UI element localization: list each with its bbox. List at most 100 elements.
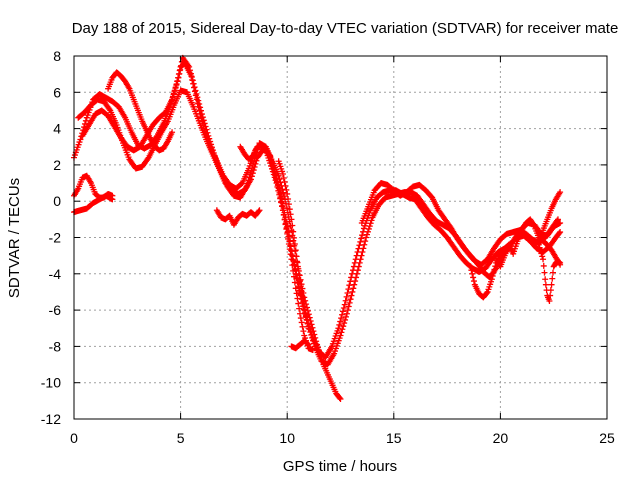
data-point bbox=[468, 267, 475, 274]
data-point bbox=[77, 136, 84, 143]
data-point bbox=[470, 278, 477, 285]
data-point bbox=[169, 129, 176, 136]
data-point bbox=[275, 185, 282, 192]
chart-title: Day 188 of 2015, Sidereal Day-to-day VTE… bbox=[72, 20, 619, 37]
data-point bbox=[293, 253, 300, 260]
data-point bbox=[549, 275, 556, 282]
data-point bbox=[169, 96, 176, 103]
data-point bbox=[541, 269, 548, 276]
data-point bbox=[274, 182, 281, 189]
data-point bbox=[305, 341, 312, 348]
data-point bbox=[343, 310, 350, 317]
data-point bbox=[187, 70, 194, 77]
data-point bbox=[350, 263, 357, 270]
data-point bbox=[291, 234, 298, 241]
data-point bbox=[175, 74, 182, 81]
data-point bbox=[245, 177, 252, 184]
y-tick-label: -10 bbox=[41, 375, 61, 391]
data-point bbox=[358, 235, 365, 242]
y-tick-label: -8 bbox=[49, 338, 62, 354]
data-point bbox=[210, 149, 217, 156]
data-point bbox=[271, 169, 278, 176]
y-tick-label: 2 bbox=[53, 157, 61, 173]
data-point bbox=[185, 62, 192, 69]
data-point bbox=[314, 341, 321, 348]
data-point bbox=[490, 269, 497, 276]
data-point bbox=[341, 301, 348, 308]
data-point bbox=[497, 249, 504, 256]
data-point bbox=[363, 234, 370, 241]
data-point bbox=[315, 347, 322, 354]
data-point bbox=[247, 171, 254, 178]
data-point bbox=[192, 87, 199, 94]
data-point bbox=[256, 207, 263, 214]
data-point bbox=[535, 241, 542, 248]
data-point bbox=[467, 263, 474, 270]
data-point bbox=[195, 97, 202, 104]
data-point bbox=[488, 276, 495, 283]
data-point bbox=[286, 206, 293, 213]
x-tick-label: 20 bbox=[493, 430, 509, 446]
data-point bbox=[557, 229, 564, 236]
data-point bbox=[547, 292, 554, 299]
data-point bbox=[311, 331, 318, 338]
data-point bbox=[255, 208, 262, 215]
data-point bbox=[542, 276, 549, 283]
data-point bbox=[537, 247, 544, 254]
data-point bbox=[318, 355, 325, 362]
data-point bbox=[293, 290, 300, 297]
data-point bbox=[243, 183, 250, 190]
data-point bbox=[186, 63, 193, 70]
data-point bbox=[279, 186, 286, 193]
data-point bbox=[305, 311, 312, 318]
x-tick-label: 0 bbox=[70, 430, 78, 446]
data-point bbox=[557, 219, 564, 226]
data-point bbox=[285, 201, 292, 208]
data-point bbox=[296, 271, 303, 278]
data-point bbox=[170, 90, 177, 97]
data-point bbox=[549, 269, 556, 276]
data-point bbox=[281, 193, 288, 200]
data-point bbox=[343, 293, 350, 300]
data-point bbox=[244, 180, 251, 187]
y-tick-label: 6 bbox=[53, 84, 61, 100]
data-point bbox=[287, 251, 294, 258]
data-point bbox=[203, 126, 210, 133]
data-point bbox=[344, 307, 351, 314]
data-point bbox=[281, 216, 288, 223]
data-point bbox=[355, 245, 362, 252]
data-point bbox=[276, 189, 283, 196]
data-point bbox=[349, 288, 356, 295]
data-point bbox=[314, 344, 321, 351]
data-point bbox=[286, 246, 293, 253]
data-point bbox=[250, 161, 257, 168]
data-point bbox=[189, 77, 196, 84]
data-point bbox=[302, 312, 309, 319]
data-point bbox=[144, 155, 151, 162]
data-point bbox=[279, 202, 286, 209]
data-point bbox=[281, 178, 288, 185]
data-point bbox=[298, 288, 305, 295]
y-tick-label: -12 bbox=[41, 411, 61, 427]
data-point bbox=[342, 313, 349, 320]
data-point bbox=[272, 172, 279, 179]
data-point bbox=[339, 326, 346, 333]
data-point bbox=[338, 329, 345, 336]
data-point bbox=[354, 249, 361, 256]
data-point bbox=[342, 316, 349, 323]
data-point bbox=[194, 94, 201, 101]
data-point bbox=[338, 315, 345, 322]
data-point bbox=[295, 300, 302, 307]
data-point bbox=[357, 238, 364, 245]
data-point bbox=[279, 170, 286, 177]
data-point bbox=[289, 222, 296, 229]
data-point bbox=[248, 168, 255, 175]
data-point bbox=[285, 241, 292, 248]
data-point bbox=[303, 304, 310, 311]
data-point bbox=[295, 265, 302, 272]
data-point bbox=[178, 62, 185, 69]
data-point bbox=[469, 270, 476, 277]
data-point bbox=[317, 352, 324, 359]
data-point bbox=[536, 244, 543, 251]
data-point bbox=[305, 325, 312, 332]
